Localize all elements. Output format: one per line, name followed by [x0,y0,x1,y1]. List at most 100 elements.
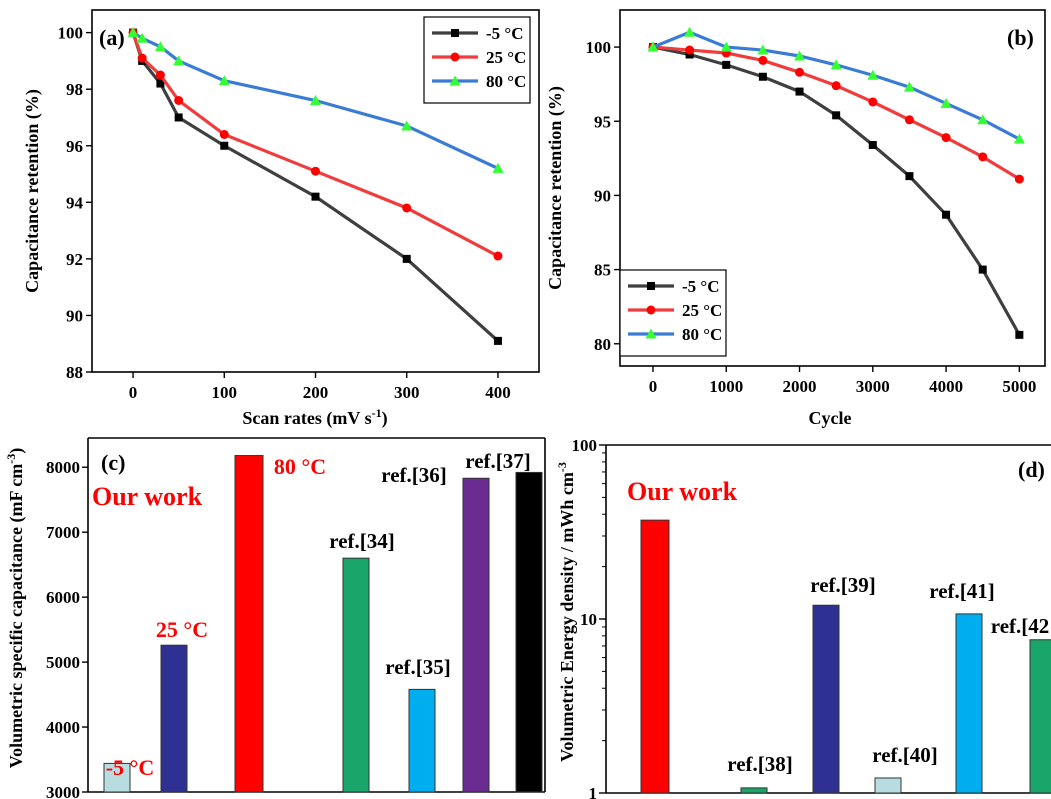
panel-label: (b) [1007,25,1034,50]
data-point [219,129,229,139]
data-point [137,53,147,63]
data-point [941,133,951,143]
legend-entry: 25 °C [486,48,526,67]
bar-label: ref.[35] [385,655,451,679]
x-axis-label: Scan rates (mV s-1) [242,406,387,429]
bar [640,519,670,794]
y-tick-label: 5000 [46,653,80,672]
x-tick-label: 2000 [783,377,817,396]
data-point [1013,133,1025,144]
data-point [758,55,768,65]
bar [874,777,902,794]
y-axis-label: Capacitance retention (%) [545,86,566,290]
bar [955,613,983,794]
data-point [218,75,230,86]
data-point [903,81,915,92]
bar-label: ref.[41] [929,579,995,603]
bar-label: ref.[36] [381,463,447,487]
data-point [127,27,139,38]
legend-frame [619,269,727,357]
legend-marker [646,305,656,315]
y-tick-label: 10 [580,610,597,629]
y-tick-label: 4000 [46,718,80,737]
bar [1029,639,1051,794]
data-point [685,45,695,55]
y-tick-label: 92 [66,250,83,269]
data-point [402,203,412,213]
y-axis-label: Capacitance retention (%) [22,89,43,293]
data-point [402,254,411,263]
x-tick-label: 200 [303,383,329,402]
bar [515,471,543,793]
legend-marker [645,328,657,339]
bar-label: ref.[34] [329,529,395,553]
legend-entry: -5 °C [486,24,524,43]
data-point [830,59,842,70]
data-point [831,81,841,91]
data-point [401,120,413,131]
y-tick-label: 95 [594,112,611,131]
bar [812,604,840,794]
bar-label: 80 °C [274,454,326,479]
data-point [155,70,165,80]
data-point [867,69,879,80]
data-point [492,162,504,173]
data-point [795,87,804,96]
bar [342,557,370,793]
bar [740,787,768,794]
y-tick-label: 85 [594,261,611,280]
data-point [156,79,165,88]
data-point [136,32,148,43]
legend-marker [451,29,459,37]
legend: -5 °C 25 °C 80 °C [619,269,727,357]
data-point [795,67,805,77]
y-axis-label: Volumetric Energy density / mWh cm-3 [555,462,577,762]
panel-1: 0 1000 2000 3000 4000 5000 80 85 90 95 100 -5 °C 25 … [545,9,1046,428]
bar-label: ref.[38] [727,752,793,776]
bar [234,455,264,793]
data-point [1015,330,1024,339]
data-point [173,55,185,66]
data-point [977,114,989,125]
legend-entry: -5 °C [682,277,720,296]
bar-label: ref.[39] [810,573,876,597]
panel-2: 3000 4000 5000 6000 7000 8000 -5 °C 25 °C 80 °C r… [4,437,546,799]
legend-marker [450,52,460,62]
data-point [684,26,696,37]
data-point [311,192,320,201]
bar-label: ref.[37] [465,449,531,473]
data-point [832,111,841,120]
data-point [647,41,659,52]
data-point [978,265,987,274]
x-tick-label: 4000 [929,377,963,396]
y-tick-label: 80 [594,335,611,354]
data-point [940,97,952,108]
y-tick-label: 1 [589,784,598,799]
legend-entry: 80 °C [486,72,526,91]
data-point [722,60,731,69]
legend: -5 °C 25 °C 80 °C [423,16,531,104]
legend-entry: 25 °C [682,301,722,320]
panel-label: (d) [1018,457,1045,482]
data-point [868,97,878,107]
data-point [174,113,183,122]
y-tick-label: 100 [58,24,84,43]
x-tick-label: 100 [212,383,238,402]
data-point [720,41,732,52]
data-point [220,141,229,150]
bar [103,762,131,793]
y-tick-label: 98 [66,80,83,99]
data-point [1014,174,1024,184]
bar-label: ref.[42 [991,614,1050,638]
panel-label: (a) [99,25,125,50]
y-tick-label: 90 [66,306,83,325]
x-tick-label: 3000 [856,377,890,396]
y-tick-label: 3000 [46,783,80,799]
data-point [757,44,769,55]
y-tick-label: 6000 [46,588,80,607]
bar-label: 25 °C [156,617,208,642]
bar [462,477,490,793]
y-tick-label: 8000 [46,458,80,477]
data-point [905,172,914,181]
